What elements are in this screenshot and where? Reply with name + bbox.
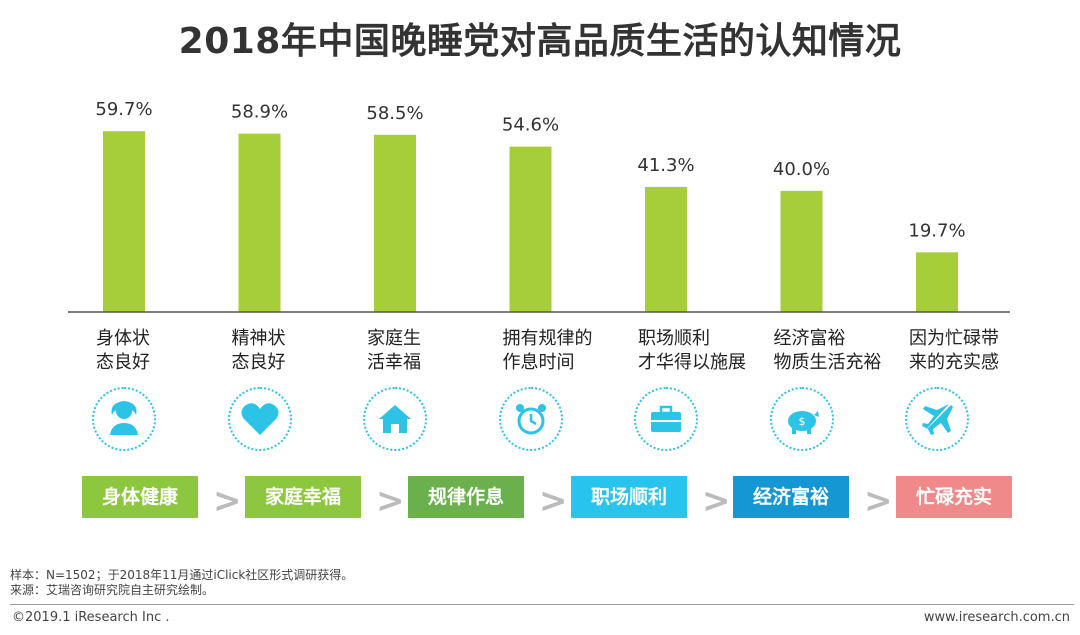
- chevron-right-icon: >: [539, 481, 568, 521]
- bar-value-label: 54.6%: [502, 115, 559, 136]
- airplane-icon: [905, 387, 969, 451]
- flow-tag: 职场顺利: [571, 476, 687, 518]
- bar-6: [780, 190, 823, 312]
- flow-tag: 忙碌充实: [896, 476, 1012, 518]
- bar-5: [645, 186, 687, 312]
- piggy-bank-icon: $: [769, 387, 834, 451]
- heart-icon: [227, 387, 292, 451]
- bar-value-label: 40.0%: [773, 159, 830, 180]
- flow-tag: 规律作息: [408, 476, 524, 518]
- bar-value-label: 58.9%: [231, 102, 288, 123]
- bar-1: [103, 131, 145, 312]
- bar-3: [374, 134, 416, 312]
- category-label-line: 来的充实感: [909, 352, 999, 373]
- category-label-line: 拥有规律的: [502, 328, 593, 349]
- category-label-line: 态良好: [96, 352, 150, 373]
- copyright-text: ©2019.1 iResearch Inc .: [12, 610, 170, 625]
- bar-value-label: 41.3%: [637, 155, 694, 176]
- person-icon: [92, 387, 156, 451]
- sample-note: 样本：N=1502；于2018年11月通过iClick社区形式调研获得。: [10, 568, 354, 582]
- chevron-right-icon: >: [376, 481, 405, 521]
- bar-4: [509, 146, 552, 312]
- website-url: www.iresearch.com.cn: [923, 610, 1070, 625]
- category-label-line: 身体状: [96, 328, 150, 349]
- category-label: 家庭生 活幸福: [367, 327, 507, 375]
- category-label-line: 物质生活充裕: [773, 352, 882, 373]
- bar-2: [238, 133, 281, 312]
- footer-divider: [10, 604, 1074, 605]
- chart-title: 2018年中国晚睡党对高品质生活的认知情况: [178, 21, 902, 62]
- category-label: 身体状 态良好: [96, 327, 236, 375]
- briefcase-icon: [634, 387, 698, 451]
- category-label-line: 职场顺利: [638, 328, 710, 349]
- bar-value-label: 59.7%: [95, 99, 152, 120]
- chevron-right-icon: >: [213, 481, 242, 521]
- house-icon: [363, 387, 427, 451]
- category-label-line: 作息时间: [502, 352, 575, 373]
- category-label: 经济富裕物质生活充裕: [774, 327, 914, 375]
- category-label-line: 才华得以施展: [638, 352, 746, 373]
- flow-tag: 身体健康: [82, 476, 198, 518]
- category-label-line: 活幸福: [367, 352, 421, 373]
- source-note: 来源：艾瑞咨询研究院自主研究绘制。: [10, 583, 215, 597]
- svg-text:$: $: [798, 415, 805, 428]
- category-label-line: 经济富裕: [773, 328, 846, 349]
- category-label: 因为忙碌带来的充实感: [909, 327, 1049, 375]
- category-label-line: 因为忙碌带: [909, 328, 999, 349]
- bar-value-label: 58.5%: [366, 103, 423, 124]
- category-label-line: 精神状: [231, 328, 286, 349]
- flow-tag: 经济富裕: [733, 476, 849, 518]
- chevron-right-icon: >: [864, 481, 893, 521]
- chevron-right-icon: >: [702, 481, 731, 521]
- bar-value-label: 19.7%: [908, 220, 965, 241]
- footer-notes: 样本：N=1502；于2018年11月通过iClick社区形式调研获得。 来源：…: [10, 568, 353, 598]
- category-label: 拥有规律的 作息时间: [503, 327, 643, 375]
- alarm-clock-icon: [498, 387, 563, 451]
- category-label: 精神状 态良好: [232, 327, 372, 375]
- flow-tag: 家庭幸福: [245, 476, 361, 518]
- bar-7: [916, 252, 958, 312]
- category-label-line: 家庭生: [367, 328, 421, 349]
- category-label: 职场顺利才华得以施展: [638, 327, 778, 375]
- category-label-line: 态良好: [231, 352, 286, 373]
